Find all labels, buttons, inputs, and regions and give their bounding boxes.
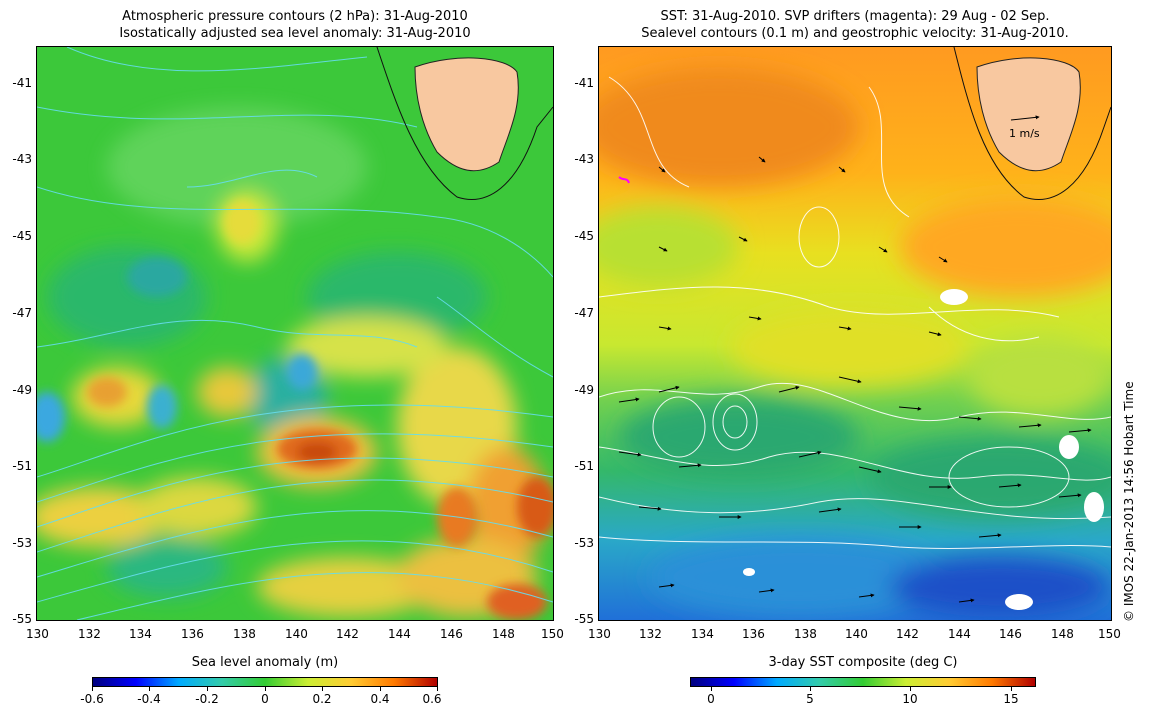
x-tick: 144 (388, 627, 411, 641)
sst-map: 1 m/s (598, 46, 1112, 621)
right-x-axis: 130 132 134 136 138 140 142 144 146 148 … (588, 627, 1121, 645)
cb-tick-mark (910, 687, 911, 691)
cb-tick-mark (322, 687, 323, 691)
y-tick: -53 (12, 536, 32, 550)
cb-tick-label: -0.4 (137, 692, 161, 706)
y-tick: -41 (574, 76, 594, 90)
x-tick: 138 (233, 627, 256, 641)
cb-tick-label: 10 (902, 692, 918, 706)
cb-tick-mark (149, 687, 150, 691)
velocity-scale-label: 1 m/s (1009, 127, 1040, 140)
sla-features (37, 200, 553, 620)
sst-colorbar-label: 3-day SST composite (deg C) (768, 655, 958, 670)
x-tick: 136 (181, 627, 204, 641)
y-tick: -47 (574, 306, 594, 320)
tasmania-land (976, 57, 1081, 172)
y-tick: -45 (574, 229, 594, 243)
x-tick: 132 (639, 627, 662, 641)
x-tick: 148 (492, 627, 515, 641)
x-tick: 146 (440, 627, 463, 641)
right-title-line2: Sealevel contours (0.1 m) and geostrophi… (641, 26, 1069, 41)
x-tick: 130 (588, 627, 611, 641)
cb-tick-label: 15 (1003, 692, 1019, 706)
sst-map-svg: 1 m/s (599, 47, 1111, 620)
sla-colorbar-label: Sea level anomaly (m) (191, 655, 339, 670)
cb-tick-label: 0 (261, 692, 269, 706)
y-tick: -55 (12, 612, 32, 626)
shelf-contour (953, 47, 1111, 200)
y-tick: -47 (12, 306, 32, 320)
sealevel-contours (599, 76, 1111, 549)
x-tick: 146 (999, 627, 1022, 641)
cb-tick-label: 0.4 (370, 692, 390, 706)
x-tick: 150 (1098, 627, 1121, 641)
cb-tick-mark (207, 687, 208, 691)
sla-field (37, 107, 547, 617)
y-tick: -45 (12, 229, 32, 243)
x-tick: 132 (78, 627, 101, 641)
sla-map-svg (37, 47, 553, 620)
cb-tick-label: 0 (707, 692, 715, 706)
pressure-contours (37, 47, 553, 620)
x-tick: 140 (845, 627, 868, 641)
cb-tick-mark (1011, 687, 1012, 691)
x-tick: 140 (285, 627, 308, 641)
cb-tick-label: 0.2 (312, 692, 332, 706)
x-tick: 148 (1051, 627, 1074, 641)
x-tick: 134 (691, 627, 714, 641)
imos-credit: © IMOS 22-Jan-2013 14:56 Hobart Time (1122, 381, 1136, 622)
cb-tick-label: -0.6 (80, 692, 104, 706)
left-title: Atmospheric pressure contours (2 hPa): 3… (36, 8, 554, 42)
x-tick: 144 (948, 627, 971, 641)
cb-tick-mark (92, 687, 93, 691)
cb-tick-mark (810, 687, 811, 691)
velocity-scale-arrow (1010, 115, 1040, 121)
sla-colorbar (92, 677, 438, 687)
x-tick: 134 (129, 627, 152, 641)
right-title-line1: SST: 31-Aug-2010. SVP drifters (magenta)… (660, 9, 1050, 24)
y-tick: -51 (12, 459, 32, 473)
sea-level-anomaly-map (36, 46, 554, 621)
cb-tick-mark (380, 687, 381, 691)
y-tick: -51 (574, 459, 594, 473)
x-tick: 142 (336, 627, 359, 641)
x-tick: 138 (794, 627, 817, 641)
shelf-contour (376, 47, 553, 200)
cb-tick-label: 5 (806, 692, 814, 706)
left-title-line1: Atmospheric pressure contours (2 hPa): 3… (122, 9, 468, 24)
tasmania-land (414, 57, 519, 172)
drifter-track (618, 176, 630, 184)
y-tick: -41 (12, 76, 32, 90)
y-tick: -49 (574, 383, 594, 397)
y-tick: -49 (12, 383, 32, 397)
geostrophic-velocity-arrows (618, 156, 1092, 603)
x-tick: 136 (742, 627, 765, 641)
x-tick: 130 (26, 627, 49, 641)
cb-tick-label: 0.6 (422, 692, 442, 706)
y-tick: -43 (12, 152, 32, 166)
cloud-gaps (743, 289, 1104, 610)
sst-colorbar (690, 677, 1036, 687)
cb-tick-label: -0.2 (195, 692, 219, 706)
left-x-axis: 130 132 134 136 138 140 142 144 146 148 … (26, 627, 564, 645)
y-tick: -55 (574, 612, 594, 626)
right-y-axis: -41 -43 -45 -47 -49 -51 -53 -55 (562, 46, 596, 626)
x-tick: 142 (896, 627, 919, 641)
y-tick: -53 (574, 536, 594, 550)
left-y-axis: -41 -43 -45 -47 -49 -51 -53 -55 (0, 46, 34, 626)
cb-tick-mark (265, 687, 266, 691)
x-tick: 150 (541, 627, 564, 641)
left-title-line2: Isostatically adjusted sea level anomaly… (119, 26, 471, 41)
right-title: SST: 31-Aug-2010. SVP drifters (magenta)… (598, 8, 1112, 42)
y-tick: -43 (574, 152, 594, 166)
cb-tick-mark (711, 687, 712, 691)
cb-tick-mark (437, 687, 438, 691)
